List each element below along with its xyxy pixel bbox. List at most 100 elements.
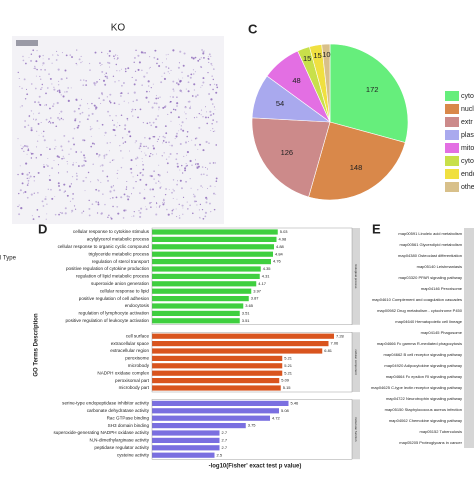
pie-slice xyxy=(329,43,409,143)
tissue-speck xyxy=(35,60,38,63)
value-label: 4.98 xyxy=(279,236,288,241)
bar xyxy=(152,266,261,272)
tissue-speck xyxy=(106,142,109,144)
tissue-speck xyxy=(135,49,137,52)
value-label: 5.21 xyxy=(284,363,293,368)
tissue-speck xyxy=(79,121,81,123)
category-label: triglyceride metabolic process xyxy=(88,251,149,256)
tissue-speck xyxy=(164,194,167,196)
tissue-speck xyxy=(167,53,169,56)
pathway-label: map00591 Linoleic acid metabolism xyxy=(398,231,462,236)
tissue-speck xyxy=(74,119,77,122)
tissue-speck xyxy=(49,77,52,80)
bar xyxy=(152,303,244,309)
tissue-speck xyxy=(156,62,158,65)
bar xyxy=(152,423,246,429)
tissue-speck xyxy=(70,148,72,150)
tissue-speck xyxy=(176,132,178,135)
tissue-speck xyxy=(177,83,180,86)
tissue-speck xyxy=(108,150,110,152)
tissue-speck xyxy=(182,64,185,67)
tissue-speck xyxy=(30,59,33,62)
tissue-speck xyxy=(94,84,96,86)
tissue-speck xyxy=(100,103,102,104)
tissue-speck xyxy=(206,168,208,170)
tissue-speck xyxy=(170,120,172,122)
tissue-speck xyxy=(107,61,109,64)
bar xyxy=(152,378,280,384)
tissue-speck xyxy=(101,123,104,126)
tissue-speck xyxy=(72,162,74,164)
tissue-speck xyxy=(97,203,100,206)
bar xyxy=(152,281,257,287)
tissue-speck xyxy=(155,182,157,184)
tissue-speck xyxy=(188,107,192,110)
tissue-speck xyxy=(157,97,159,99)
tissue-speck xyxy=(28,115,31,117)
tissue-speck xyxy=(168,156,170,158)
tissue-speck xyxy=(192,212,194,215)
tissue-speck xyxy=(131,108,134,111)
tissue-speck xyxy=(82,84,85,87)
tissue-speck xyxy=(75,172,78,175)
tissue-speck xyxy=(215,91,218,94)
tissue-speck xyxy=(148,137,151,140)
tissue-speck xyxy=(216,86,219,89)
tissue-speck xyxy=(202,149,205,152)
tissue-speck xyxy=(60,110,63,113)
tissue-speck xyxy=(45,218,47,220)
value-label: 2.5 xyxy=(217,452,223,457)
tissue-speck xyxy=(70,87,72,89)
tissue-speck xyxy=(95,105,97,108)
group-strip xyxy=(352,228,360,325)
category-label: extracellular space xyxy=(111,341,150,346)
pathway-label: map05150 Staphylococcus aureus infection xyxy=(385,407,462,412)
tissue-speck xyxy=(180,125,182,127)
tissue-speck xyxy=(145,96,148,99)
bar xyxy=(152,385,281,391)
tissue-speck xyxy=(20,144,22,146)
tissue-speck xyxy=(48,73,50,75)
tissue-speck xyxy=(163,77,167,80)
tissue-speck xyxy=(202,52,205,55)
tissue-speck xyxy=(23,78,26,81)
tissue-speck xyxy=(185,118,187,120)
tissue-speck xyxy=(189,178,191,180)
tissue-speck xyxy=(96,81,98,83)
tissue-speck xyxy=(64,212,67,215)
tissue-speck xyxy=(159,96,161,98)
tissue-speck xyxy=(144,52,146,54)
tissue-speck xyxy=(25,62,27,65)
tissue-speck xyxy=(189,204,191,207)
value-label: 2.7 xyxy=(222,437,228,442)
tissue-speck xyxy=(44,104,46,106)
tissue-speck xyxy=(178,130,180,132)
tissue-speck xyxy=(48,120,51,123)
tissue-speck xyxy=(55,125,58,128)
tissue-speck xyxy=(106,96,108,98)
value-label: 6.81 xyxy=(324,348,333,353)
tissue-speck xyxy=(165,141,167,144)
tissue-speck xyxy=(128,130,131,133)
tissue-speck xyxy=(53,103,55,105)
tissue-speck xyxy=(142,168,145,171)
tissue-speck xyxy=(164,136,166,139)
tissue-speck xyxy=(178,62,180,64)
tissue-speck xyxy=(69,54,72,56)
tissue-speck xyxy=(200,173,203,176)
group-strip xyxy=(464,228,474,448)
pathway-label: map04145 Phagosome xyxy=(421,330,463,335)
group-label: cellular component xyxy=(354,350,358,375)
tissue-speck xyxy=(197,148,199,150)
tissue-speck xyxy=(192,69,195,71)
pie-slice xyxy=(251,117,331,198)
tissue-speck xyxy=(214,130,216,132)
legend-swatch xyxy=(445,156,459,166)
panel-title: KO xyxy=(111,23,126,34)
value-label: 5.09 xyxy=(281,378,290,383)
tissue-speck xyxy=(85,84,88,86)
legend-swatch xyxy=(445,91,459,101)
tissue-speck xyxy=(60,78,63,81)
tissue-speck xyxy=(211,103,214,105)
tissue-speck xyxy=(56,155,59,158)
